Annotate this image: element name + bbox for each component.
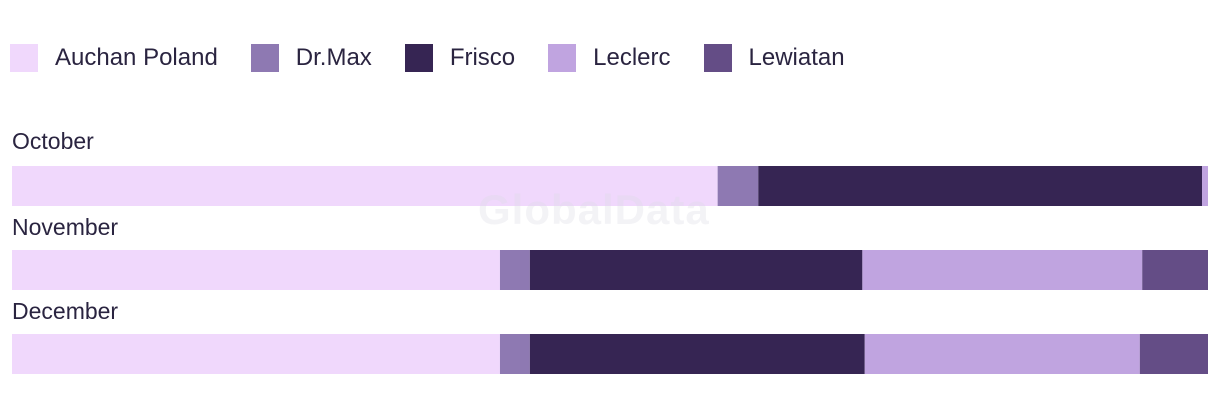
bar-segment-december-auchan-poland[interactable] — [12, 334, 500, 374]
bar-segment-december-leclerc[interactable] — [864, 334, 1140, 374]
bar-segment-november-lewiatan[interactable] — [1142, 250, 1208, 290]
bar-segment-november-dr-max[interactable] — [499, 250, 530, 290]
bar-segment-october-leclerc[interactable] — [1202, 166, 1208, 206]
bar-segment-october-auchan-poland[interactable] — [12, 166, 718, 206]
legend-item-dr-max[interactable]: Dr.Max — [250, 44, 372, 72]
legend-item-frisco[interactable]: Frisco — [404, 44, 516, 72]
bar-segment-october-dr-max[interactable] — [717, 166, 759, 206]
bar-segment-december-frisco[interactable] — [529, 334, 865, 374]
category-label-december: December — [12, 298, 119, 324]
chart-legend: Auchan Poland Dr.Max Frisco Leclerc Lewi… — [10, 42, 878, 74]
legend-swatch-auchan-poland — [10, 44, 38, 72]
bar-segment-october-frisco[interactable] — [758, 166, 1203, 206]
legend-swatch-dr-max — [250, 44, 279, 72]
bar-segment-november-frisco[interactable] — [529, 250, 863, 290]
bar-segment-december-dr-max[interactable] — [499, 334, 530, 374]
legend-swatch-leclerc — [548, 44, 577, 72]
legend-label-auchan-poland: Auchan Poland — [55, 44, 218, 71]
bar-segment-december-lewiatan[interactable] — [1139, 334, 1208, 374]
category-label-november: November — [12, 214, 119, 240]
legend-swatch-frisco — [404, 44, 433, 72]
legend-label-leclerc: Leclerc — [593, 44, 671, 71]
category-label-october: October — [12, 128, 94, 154]
watermark-logo: GlobalData — [478, 186, 710, 233]
legend-item-lewiatan[interactable]: Lewiatan — [703, 44, 845, 72]
legend-label-dr-max: Dr.Max — [295, 44, 372, 71]
legend-label-frisco: Frisco — [449, 44, 516, 71]
legend-swatch-lewiatan — [703, 44, 732, 72]
legend-item-leclerc[interactable]: Leclerc — [548, 44, 671, 72]
bar-segment-november-leclerc[interactable] — [862, 250, 1143, 290]
legend-item-auchan-poland[interactable]: Auchan Poland — [10, 44, 218, 72]
legend-label-lewiatan: Lewiatan — [748, 44, 845, 71]
bar-segment-november-auchan-poland[interactable] — [12, 250, 500, 290]
